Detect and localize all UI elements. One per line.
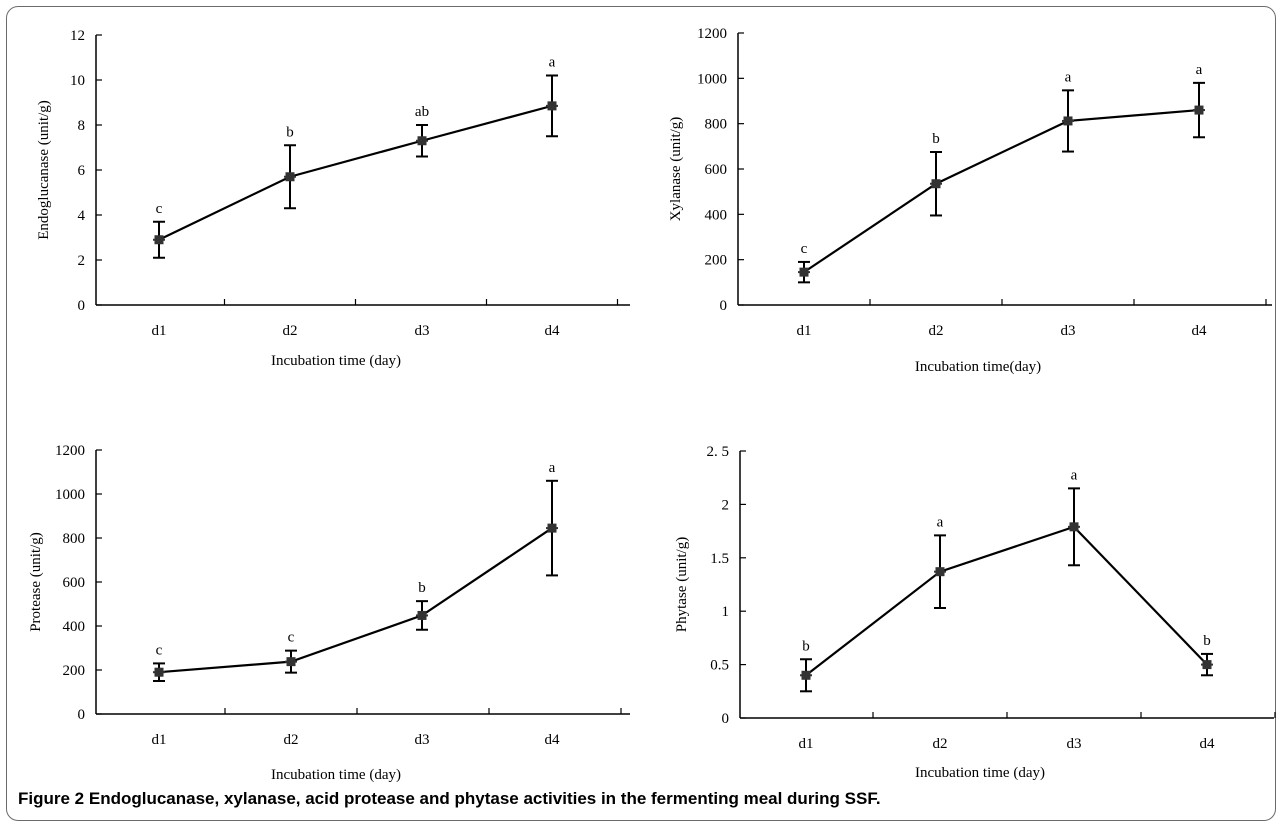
x-tick-label: d3: [415, 323, 430, 339]
x-tick-label: d4: [1192, 323, 1208, 339]
x-axis-label: Incubation time (day): [271, 353, 401, 369]
chart-panel-4: 0 0.5 1 1.5 2 2. 5 d1 d2 d3 d4 Incubation time (da…: [674, 444, 1276, 781]
significance-letter: a: [549, 460, 556, 476]
caption-label: Figure 2: [18, 789, 85, 808]
significance-letter: c: [156, 642, 163, 658]
x-tick-label: d4: [545, 732, 561, 748]
series-line: [805, 525, 1208, 677]
chart-panel-3: 0 200 400 600 800 1000 1200 d1 d2 d3 d4 Incubation …: [28, 443, 630, 783]
figure-frame: [6, 6, 1276, 821]
y-tick-label: 1200: [55, 443, 85, 459]
series-line: [158, 527, 553, 674]
x-tick-label: d4: [1200, 736, 1216, 752]
y-tick-label: 200: [63, 663, 86, 679]
significance-letter: a: [1196, 62, 1203, 78]
y-tick-label: 1.5: [710, 551, 729, 567]
y-tick-label: 0: [78, 707, 86, 723]
significance-letter: b: [802, 638, 810, 654]
y-tick-label: 0: [720, 298, 728, 314]
significance-letter: a: [937, 514, 944, 530]
y-tick-label: 6: [78, 163, 86, 179]
y-tick-label: 2: [78, 253, 86, 269]
x-tick-label: d2: [284, 732, 299, 748]
chart-panel-1: 0 2 4 6 8 10 12 d1 d2 d3 d4 Incubation time (day) En…: [36, 28, 630, 369]
x-tick-label: d3: [1061, 323, 1076, 339]
y-tick-label: 600: [705, 162, 728, 178]
y-tick-label: 12: [70, 28, 85, 44]
x-tick-label: d2: [933, 736, 948, 752]
significance-letter: a: [1071, 467, 1078, 483]
series-line: [158, 104, 553, 241]
y-tick-label: 8: [78, 118, 86, 134]
y-tick-label: 0.5: [710, 658, 729, 674]
y-tick-label: 200: [705, 253, 728, 269]
y-tick-label: 400: [705, 207, 728, 223]
y-tick-label: 1000: [55, 487, 85, 503]
y-axis-label: Phytase (unit/g): [674, 537, 690, 632]
y-tick-label: 1: [722, 604, 730, 620]
x-axis-label: Incubation time (day): [915, 765, 1045, 781]
caption-text: Endoglucanase, xylanase, acid protease a…: [88, 789, 881, 808]
x-tick-label: d1: [152, 323, 167, 339]
y-tick-label: 1000: [697, 71, 727, 87]
y-tick-label: 0: [78, 298, 86, 314]
y-tick-label: 10: [70, 73, 85, 89]
significance-letter: c: [156, 201, 163, 217]
y-tick-label: 400: [63, 619, 86, 635]
x-tick-label: d1: [797, 323, 812, 339]
significance-letter: b: [418, 580, 426, 596]
x-tick-label: d3: [415, 732, 430, 748]
x-tick-label: d2: [929, 323, 944, 339]
x-axis-label: Incubation time(day): [915, 359, 1041, 375]
x-tick-label: d3: [1067, 736, 1082, 752]
y-tick-label: 4: [78, 208, 86, 224]
x-tick-label: d1: [799, 736, 814, 752]
x-tick-label: d1: [152, 732, 167, 748]
y-tick-label: 800: [705, 117, 728, 133]
significance-letter: c: [801, 241, 808, 257]
significance-letter: c: [288, 630, 295, 646]
figure-caption: Figure 2 Endoglucanase, xylanase, acid p…: [18, 789, 881, 809]
series-line: [803, 108, 1200, 274]
x-axis-label: Incubation time (day): [271, 767, 401, 783]
y-tick-label: 600: [63, 575, 86, 591]
significance-letter: a: [549, 55, 556, 71]
y-axis-label: Xylanase (unit/g): [668, 117, 684, 222]
y-tick-label: 1200: [697, 26, 727, 42]
significance-letter: ab: [415, 104, 429, 120]
significance-letter: b: [286, 124, 294, 140]
significance-letter: b: [1203, 633, 1211, 649]
y-tick-label: 2: [722, 497, 730, 513]
y-tick-label: 800: [63, 531, 86, 547]
significance-letter: a: [1065, 69, 1072, 85]
y-tick-label: 0: [722, 711, 730, 727]
y-axis-label: Endoglucanase (unit/g): [36, 100, 52, 240]
y-axis-label: Protease (unit/g): [28, 532, 44, 632]
chart-panel-2: 0 200 400 600 800 1000 1200 d1 d2 d3 d4 Incubation …: [668, 26, 1272, 375]
x-tick-label: d4: [545, 323, 561, 339]
y-tick-label: 2. 5: [707, 444, 730, 460]
significance-letter: b: [932, 131, 940, 147]
x-tick-label: d2: [283, 323, 298, 339]
